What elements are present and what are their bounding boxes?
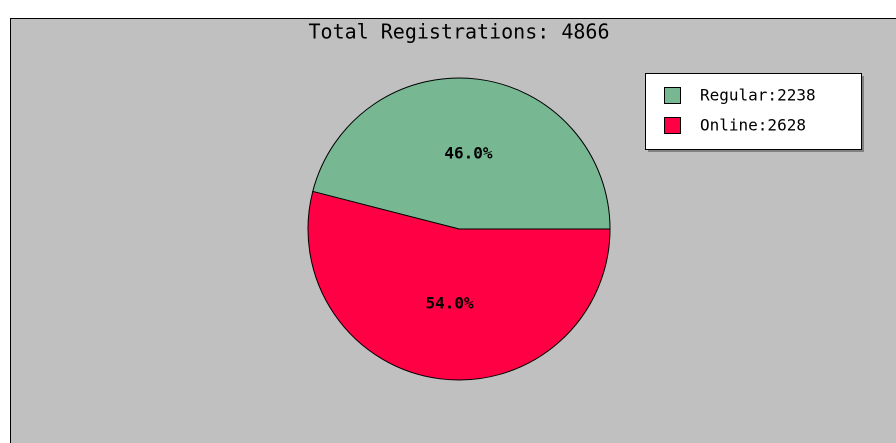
slice-label: 46.0% [444, 144, 493, 163]
pie-slice [312, 77, 611, 230]
chart-title: Total Registrations: 4866 [308, 20, 609, 44]
pie-slice [307, 190, 611, 381]
legend-swatch [664, 117, 681, 134]
legend [645, 73, 862, 150]
legend-label: Regular:2238 [700, 86, 816, 105]
slice-label: 54.0% [425, 293, 474, 312]
legend-swatch [664, 87, 681, 104]
legend-label: Online:2628 [700, 116, 806, 135]
